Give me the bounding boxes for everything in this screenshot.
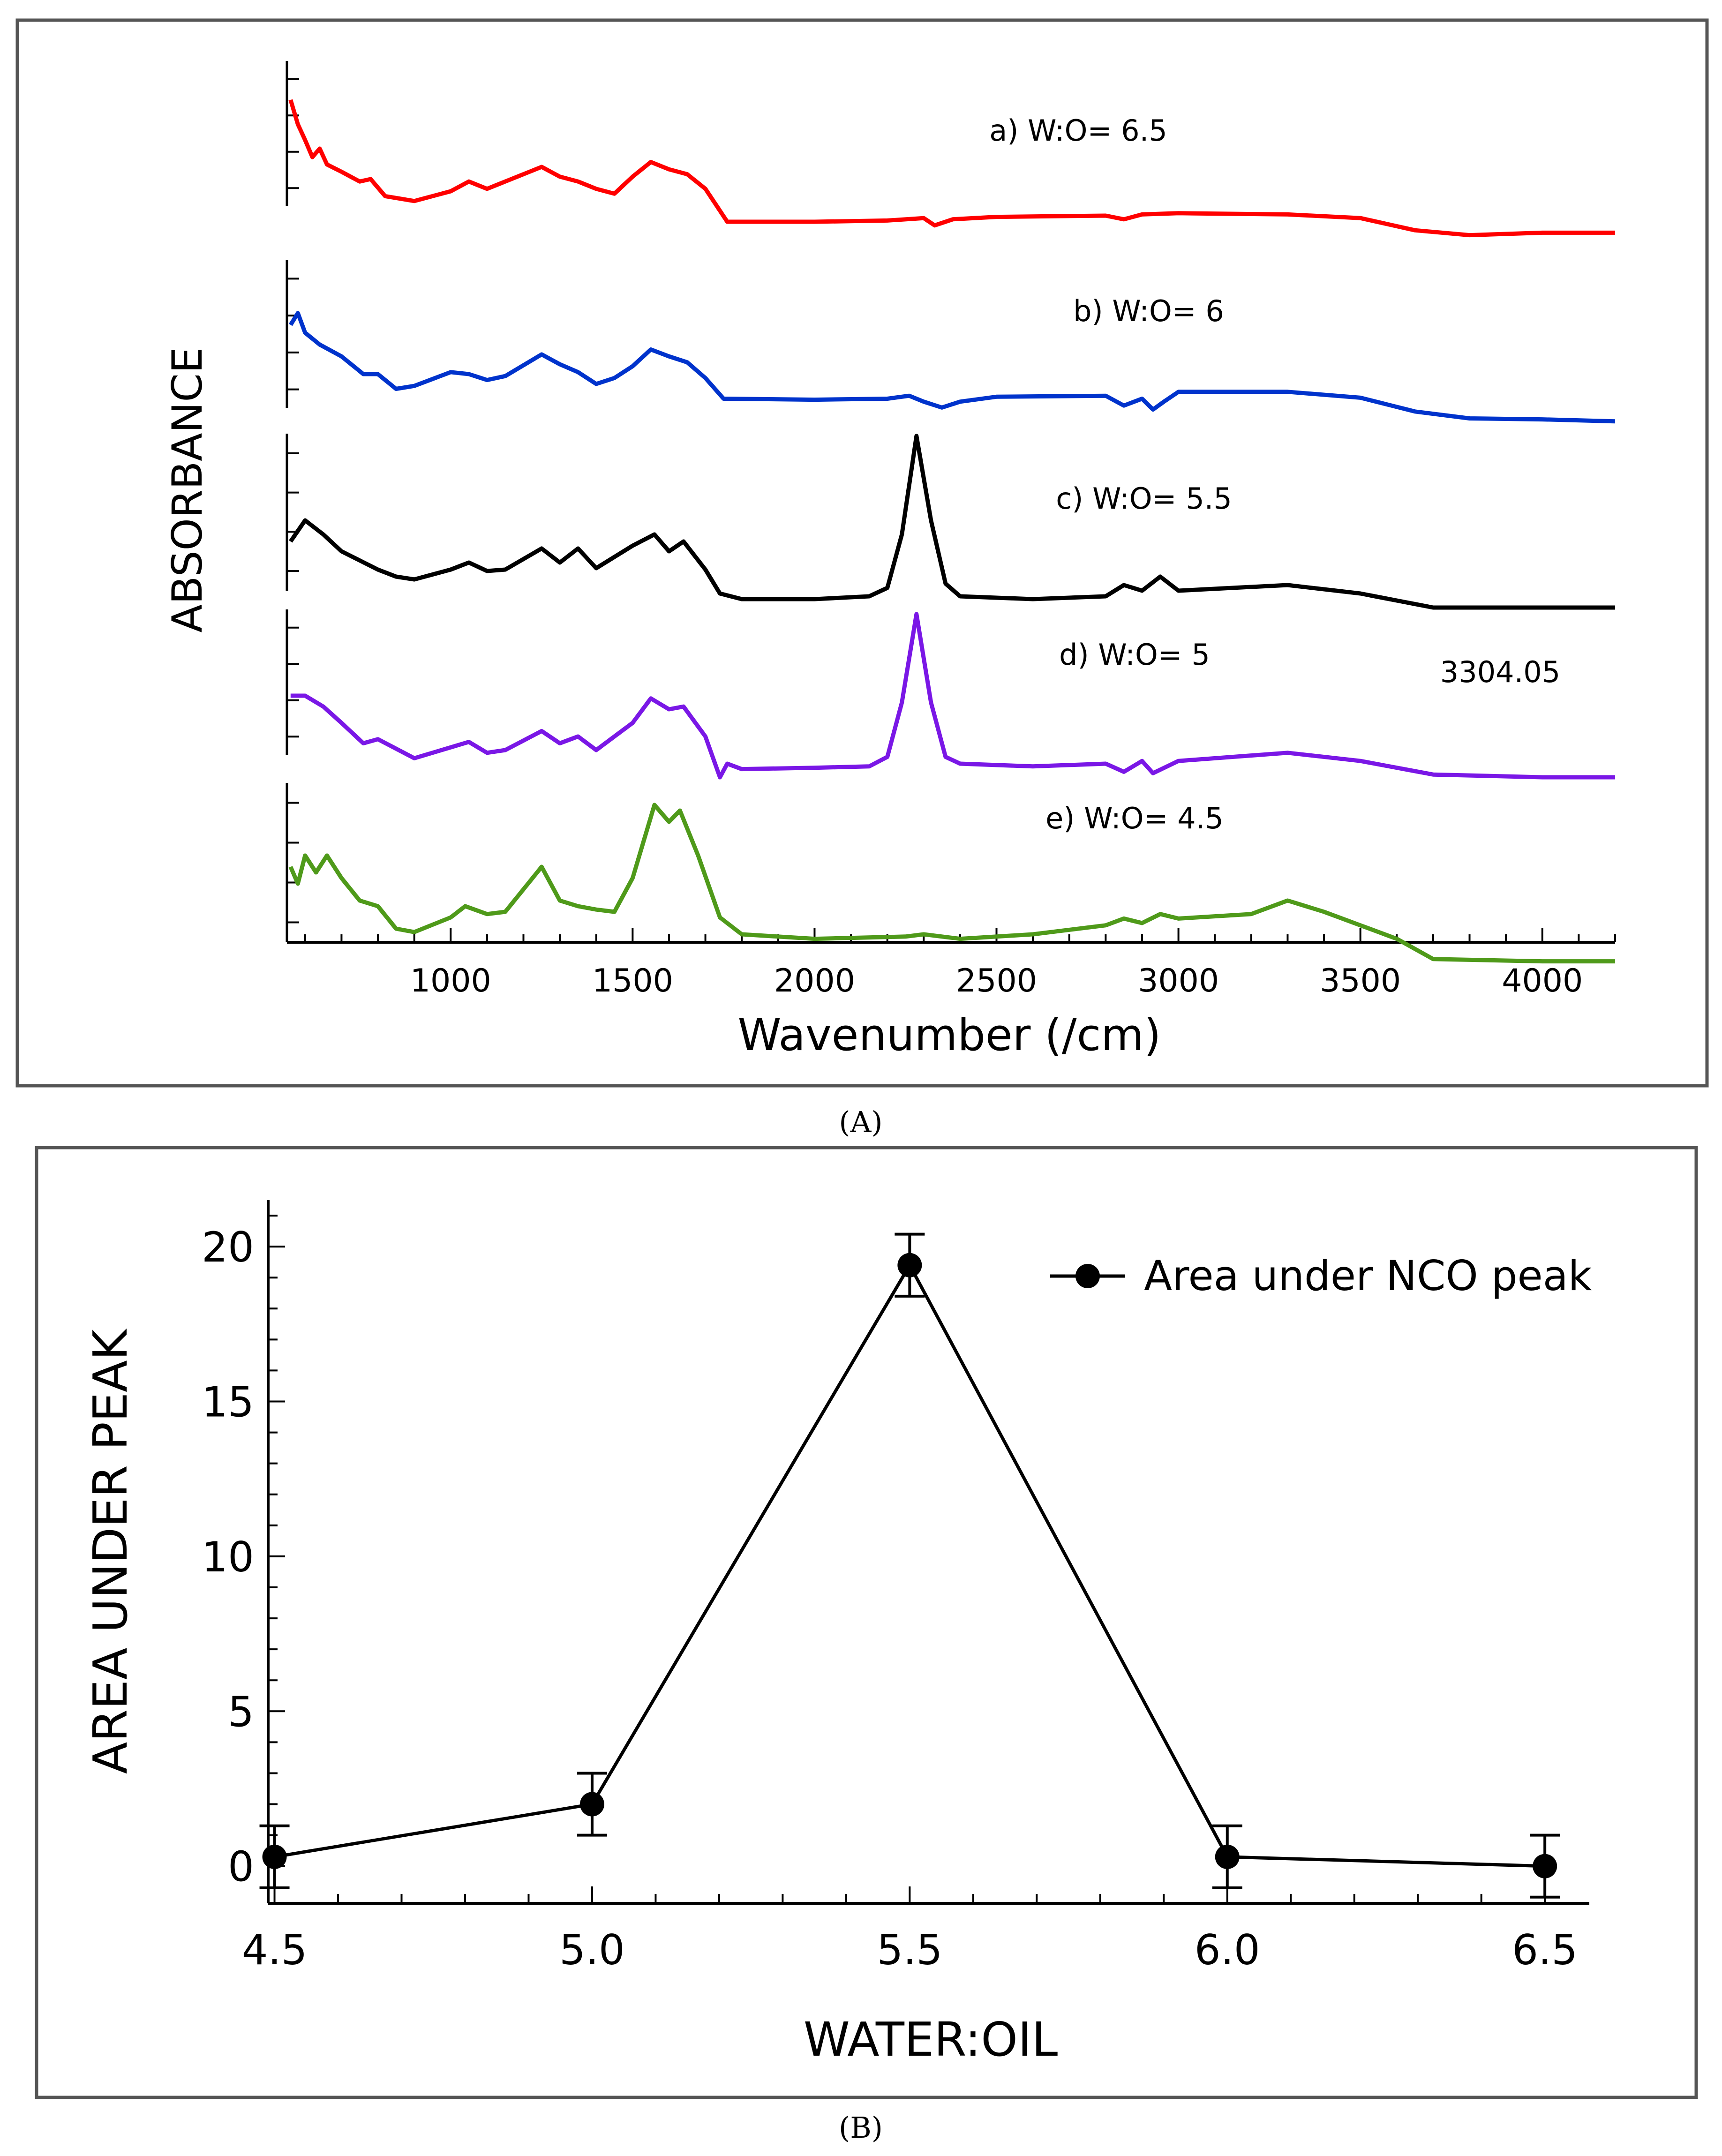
series-line-1	[288, 99, 1615, 238]
x-tick-label: 4000	[1502, 962, 1583, 999]
legend-label: Area under NCO peak	[1144, 1252, 1592, 1300]
panel-a-spectra: 1000 1500 2000 2500 3000 3500 4000 a) W:O= 6.5…	[15, 18, 1709, 1088]
series-line-3	[289, 434, 1615, 610]
y-tick-label: 10	[202, 1533, 254, 1581]
panel-a-y-axis-title: ABSORBANCE	[163, 347, 211, 633]
panel-b-area-chart: 0 5 10 15 20 4.5 5.0 5.5 6.0 6.5 Area under NCO p…	[35, 1146, 1698, 2099]
panel-b-tick-labels: 0 5 10 15 20 4.5 5.0 5.5 6.0 6.5	[202, 1223, 1578, 1974]
y-tick-label: 5	[228, 1688, 254, 1736]
x-tick-label: 2000	[774, 962, 855, 999]
x-tick-label: 5.0	[559, 1926, 625, 1974]
y-tick-label: 20	[202, 1223, 254, 1271]
x-tick-label: 1500	[592, 962, 673, 999]
panel-a-frame	[15, 18, 1709, 1088]
panel-b-ticks	[268, 1215, 1546, 1903]
panel-a-caption: (A)	[839, 1105, 882, 1139]
panel-b-x-axis-title: WATER:OIL	[804, 2012, 1058, 2067]
panel-b-plot	[259, 1232, 1560, 1899]
panel-a-tick-labels: 1000 1500 2000 2500 3000 3500 4000	[410, 962, 1583, 999]
panel-b-legend: Area under NCO peak	[1050, 1252, 1592, 1300]
series-line-2	[288, 311, 1616, 424]
series-line-4	[290, 612, 1615, 780]
series-label-2: b) W:O= 6	[1073, 294, 1224, 328]
series-line-5	[288, 803, 1615, 964]
legend-marker	[1075, 1264, 1100, 1288]
series-label-3: c) W:O= 5.5	[1056, 481, 1232, 516]
x-tick-label: 6.5	[1512, 1926, 1578, 1974]
panel-b-y-axis-title: AREA UNDER PEAK	[83, 1328, 138, 1774]
y-tick-label: 0	[228, 1843, 254, 1891]
data-point	[579, 1792, 604, 1817]
x-tick-label: 2500	[956, 962, 1037, 999]
data-point	[1533, 1854, 1557, 1878]
data-point	[262, 1844, 287, 1869]
x-tick-label: 3500	[1320, 962, 1401, 999]
y-tick-label: 15	[202, 1378, 254, 1427]
panel-b-frame	[35, 1146, 1698, 2099]
panel-a-series-labels: a) W:O= 6.5 b) W:O= 6 c) W:O= 5.5 d) W:O= 5…	[989, 113, 1232, 835]
x-tick-label: 3000	[1138, 962, 1219, 999]
series-label-1: a) W:O= 6.5	[989, 113, 1167, 148]
x-tick-label: 6.0	[1195, 1926, 1260, 1974]
panel-a-ticks	[286, 61, 1616, 942]
x-tick-label: 5.5	[877, 1926, 942, 1974]
panel-a-series	[288, 99, 1616, 964]
panel-b-caption: (B)	[839, 2111, 883, 2145]
x-tick-label: 1000	[410, 962, 491, 999]
data-point	[1215, 1844, 1240, 1869]
series-label-5: e) W:O= 4.5	[1045, 801, 1224, 835]
series-label-4: d) W:O= 5	[1059, 638, 1210, 672]
x-tick-label: 4.5	[242, 1926, 308, 1974]
panel-a-annotation: 3304.05	[1440, 655, 1560, 689]
panel-a-x-axis-title: Wavenumber (/cm)	[737, 1010, 1161, 1061]
data-point	[897, 1253, 922, 1277]
